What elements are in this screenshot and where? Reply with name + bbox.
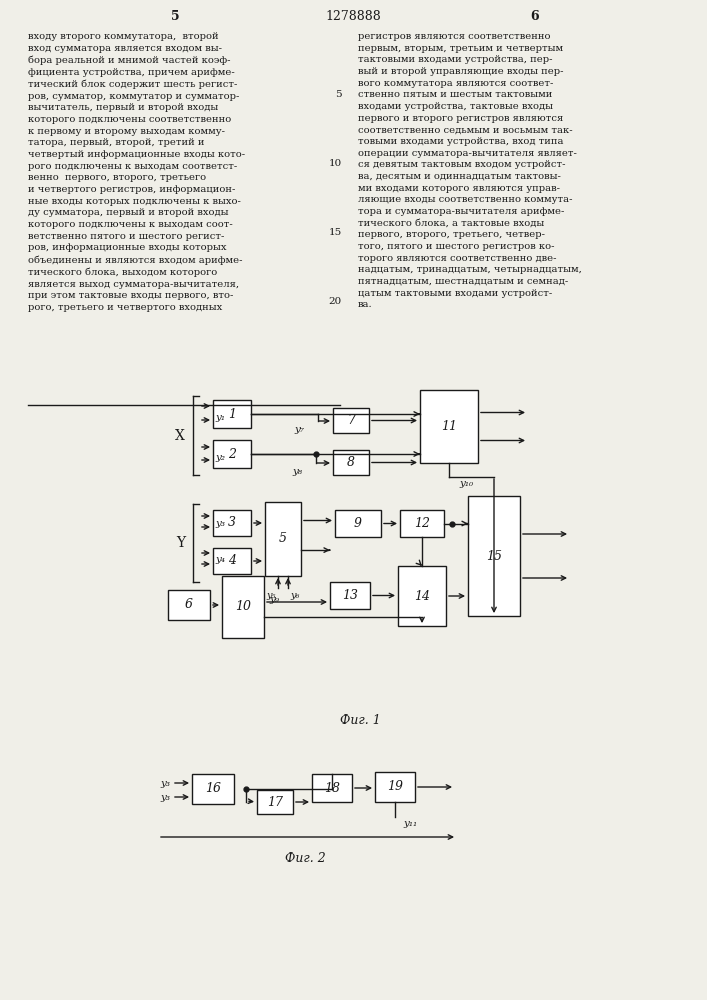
Text: 15: 15	[329, 228, 342, 237]
Text: y₁₀: y₁₀	[459, 479, 473, 488]
Text: 4: 4	[228, 554, 236, 568]
Text: y₃: y₃	[160, 778, 170, 788]
Text: X: X	[175, 428, 185, 442]
Text: y₆: y₆	[290, 591, 299, 600]
Text: 10: 10	[235, 600, 251, 613]
Text: y₃: y₃	[215, 520, 225, 528]
Text: 5: 5	[170, 10, 180, 23]
Bar	[192, 774, 234, 804]
Text: 5: 5	[335, 90, 342, 99]
Text: y₁₁: y₁₁	[403, 820, 417, 828]
Bar	[468, 496, 520, 616]
Text: 1278888: 1278888	[325, 10, 381, 23]
Text: 13: 13	[342, 589, 358, 602]
Bar	[375, 772, 415, 802]
Text: y₇: y₇	[294, 426, 304, 434]
Bar	[213, 510, 251, 536]
Text: 14: 14	[414, 589, 430, 602]
Text: 6: 6	[185, 598, 193, 611]
Bar	[222, 576, 264, 638]
Bar	[420, 390, 478, 463]
Text: 11: 11	[441, 420, 457, 433]
Text: 15: 15	[486, 550, 502, 562]
Text: 8: 8	[347, 456, 355, 469]
Bar	[312, 774, 352, 802]
Bar	[330, 582, 370, 609]
Bar	[333, 450, 369, 475]
Text: y₂: y₂	[215, 452, 225, 462]
Bar	[400, 510, 444, 537]
Bar	[257, 790, 293, 814]
Text: 6: 6	[531, 10, 539, 23]
Bar	[265, 502, 301, 576]
Bar	[213, 400, 251, 428]
Text: 7: 7	[347, 414, 355, 427]
Text: 10: 10	[329, 159, 342, 168]
Bar	[213, 548, 251, 574]
Bar	[398, 566, 446, 626]
Bar	[213, 440, 251, 468]
Text: y₅: y₅	[267, 591, 276, 600]
Text: регистров являются соответственно
первым, вторым, третьим и четвертым
тактовыми : регистров являются соответственно первым…	[358, 32, 582, 309]
Text: y₉: y₉	[269, 594, 279, 603]
Text: Фиг. 2: Фиг. 2	[285, 852, 325, 865]
Text: 5: 5	[279, 532, 287, 546]
Text: 18: 18	[324, 782, 340, 794]
Bar	[168, 590, 210, 620]
Text: 1: 1	[228, 408, 236, 420]
Bar	[335, 510, 381, 537]
Text: y₁: y₁	[215, 414, 225, 422]
Text: 19: 19	[387, 780, 403, 794]
Text: 16: 16	[205, 782, 221, 796]
Text: 20: 20	[329, 297, 342, 306]
Text: 9: 9	[354, 517, 362, 530]
Text: входу второго коммутатора,  второй
вход сумматора является входом вы-
бора реаль: входу второго коммутатора, второй вход с…	[28, 32, 245, 312]
Text: Y: Y	[176, 536, 185, 550]
Text: y₈: y₈	[292, 466, 302, 476]
Text: 2: 2	[228, 448, 236, 460]
Text: 17: 17	[267, 796, 283, 808]
Text: y₄: y₄	[215, 556, 225, 564]
Text: 3: 3	[228, 516, 236, 530]
Text: y₃: y₃	[160, 792, 170, 802]
Text: 12: 12	[414, 517, 430, 530]
Bar	[333, 408, 369, 433]
Text: Фиг. 1: Фиг. 1	[339, 714, 380, 726]
